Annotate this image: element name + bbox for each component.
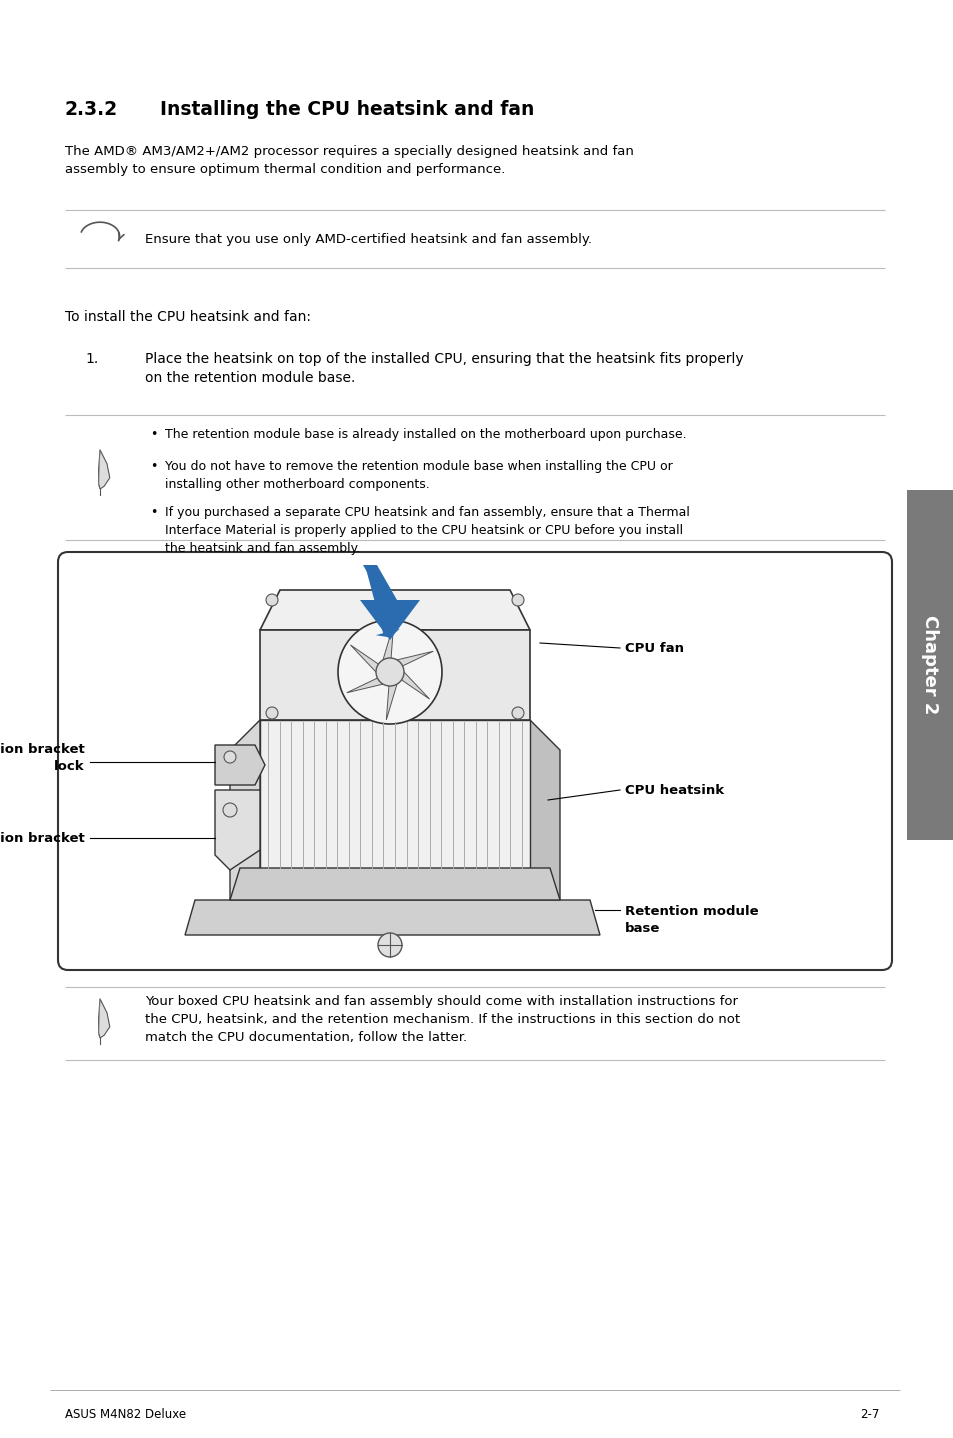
Circle shape xyxy=(337,620,441,723)
Text: •: • xyxy=(150,429,157,441)
Text: Your boxed CPU heatsink and fan assembly should come with installation instructi: Your boxed CPU heatsink and fan assembly… xyxy=(145,995,740,1044)
Text: CPU fan: CPU fan xyxy=(624,641,683,654)
Text: Installing the CPU heatsink and fan: Installing the CPU heatsink and fan xyxy=(160,101,534,119)
Polygon shape xyxy=(359,565,419,640)
Text: Retention bracket
lock: Retention bracket lock xyxy=(0,743,85,774)
Polygon shape xyxy=(382,624,394,672)
Text: 2.3.2: 2.3.2 xyxy=(65,101,118,119)
Text: You do not have to remove the retention module base when installing the CPU or
i: You do not have to remove the retention … xyxy=(165,460,672,490)
Polygon shape xyxy=(260,630,530,720)
Circle shape xyxy=(224,751,235,764)
Circle shape xyxy=(375,659,403,686)
Text: 2-7: 2-7 xyxy=(860,1408,879,1421)
Polygon shape xyxy=(214,789,260,870)
Polygon shape xyxy=(185,900,599,935)
Circle shape xyxy=(512,594,523,605)
Circle shape xyxy=(266,707,277,719)
Polygon shape xyxy=(98,999,110,1038)
Text: Retention module
base: Retention module base xyxy=(624,905,758,935)
Text: •: • xyxy=(150,506,157,519)
Polygon shape xyxy=(386,672,396,720)
Polygon shape xyxy=(230,869,559,900)
Text: The retention module base is already installed on the motherboard upon purchase.: The retention module base is already ins… xyxy=(165,429,686,441)
Text: CPU heatsink: CPU heatsink xyxy=(624,784,723,797)
Circle shape xyxy=(266,594,277,605)
Polygon shape xyxy=(350,644,390,672)
Text: To install the CPU heatsink and fan:: To install the CPU heatsink and fan: xyxy=(65,311,311,324)
Text: ASUS M4N82 Deluxe: ASUS M4N82 Deluxe xyxy=(65,1408,186,1421)
FancyBboxPatch shape xyxy=(906,490,953,840)
Polygon shape xyxy=(214,745,265,785)
Text: If you purchased a separate CPU heatsink and fan assembly, ensure that a Thermal: If you purchased a separate CPU heatsink… xyxy=(165,506,689,555)
Polygon shape xyxy=(390,651,433,672)
Text: Retention bracket: Retention bracket xyxy=(0,831,85,844)
Text: •: • xyxy=(150,460,157,473)
Circle shape xyxy=(377,933,401,958)
Circle shape xyxy=(223,802,236,817)
Circle shape xyxy=(512,707,523,719)
FancyBboxPatch shape xyxy=(58,552,891,971)
Polygon shape xyxy=(530,720,559,900)
Polygon shape xyxy=(260,720,530,870)
Text: The AMD® AM3/AM2+/AM2 processor requires a specially designed heatsink and fan
a: The AMD® AM3/AM2+/AM2 processor requires… xyxy=(65,145,633,175)
Text: 1.: 1. xyxy=(85,352,98,367)
Text: Chapter 2: Chapter 2 xyxy=(921,615,939,715)
Polygon shape xyxy=(230,720,260,900)
Polygon shape xyxy=(390,672,429,699)
Text: Place the heatsink on top of the installed CPU, ensuring that the heatsink fits : Place the heatsink on top of the install… xyxy=(145,352,742,385)
Polygon shape xyxy=(260,590,530,630)
Polygon shape xyxy=(346,672,390,693)
Polygon shape xyxy=(98,450,110,489)
Text: Ensure that you use only AMD-certified heatsink and fan assembly.: Ensure that you use only AMD-certified h… xyxy=(145,233,592,246)
